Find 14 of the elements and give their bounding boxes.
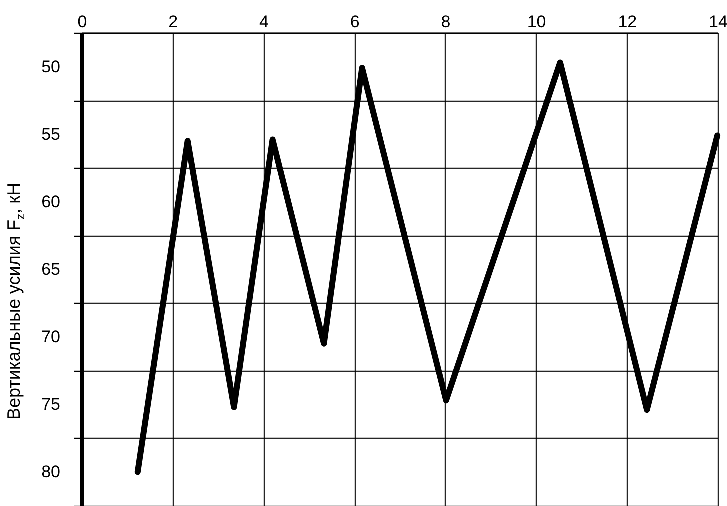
x-tick-label: 2 <box>168 12 178 32</box>
x-tick-label: 4 <box>259 12 269 32</box>
x-tick-label: 10 <box>527 12 546 32</box>
x-tick-label: 6 <box>350 12 360 32</box>
x-tick-label: 0 <box>78 12 88 32</box>
y-tick-label: 50 <box>42 57 60 76</box>
y-tick-label: 65 <box>42 260 60 279</box>
y-tick-label: 70 <box>42 328 60 347</box>
x-tick-label: 12 <box>618 12 638 32</box>
y-tick-label: 60 <box>42 192 60 212</box>
y-tick-label: 80 <box>42 462 60 482</box>
x-tick-label: 8 <box>441 12 451 32</box>
y-tick-label: 55 <box>42 124 60 144</box>
y-tick-label: 75 <box>42 395 60 414</box>
